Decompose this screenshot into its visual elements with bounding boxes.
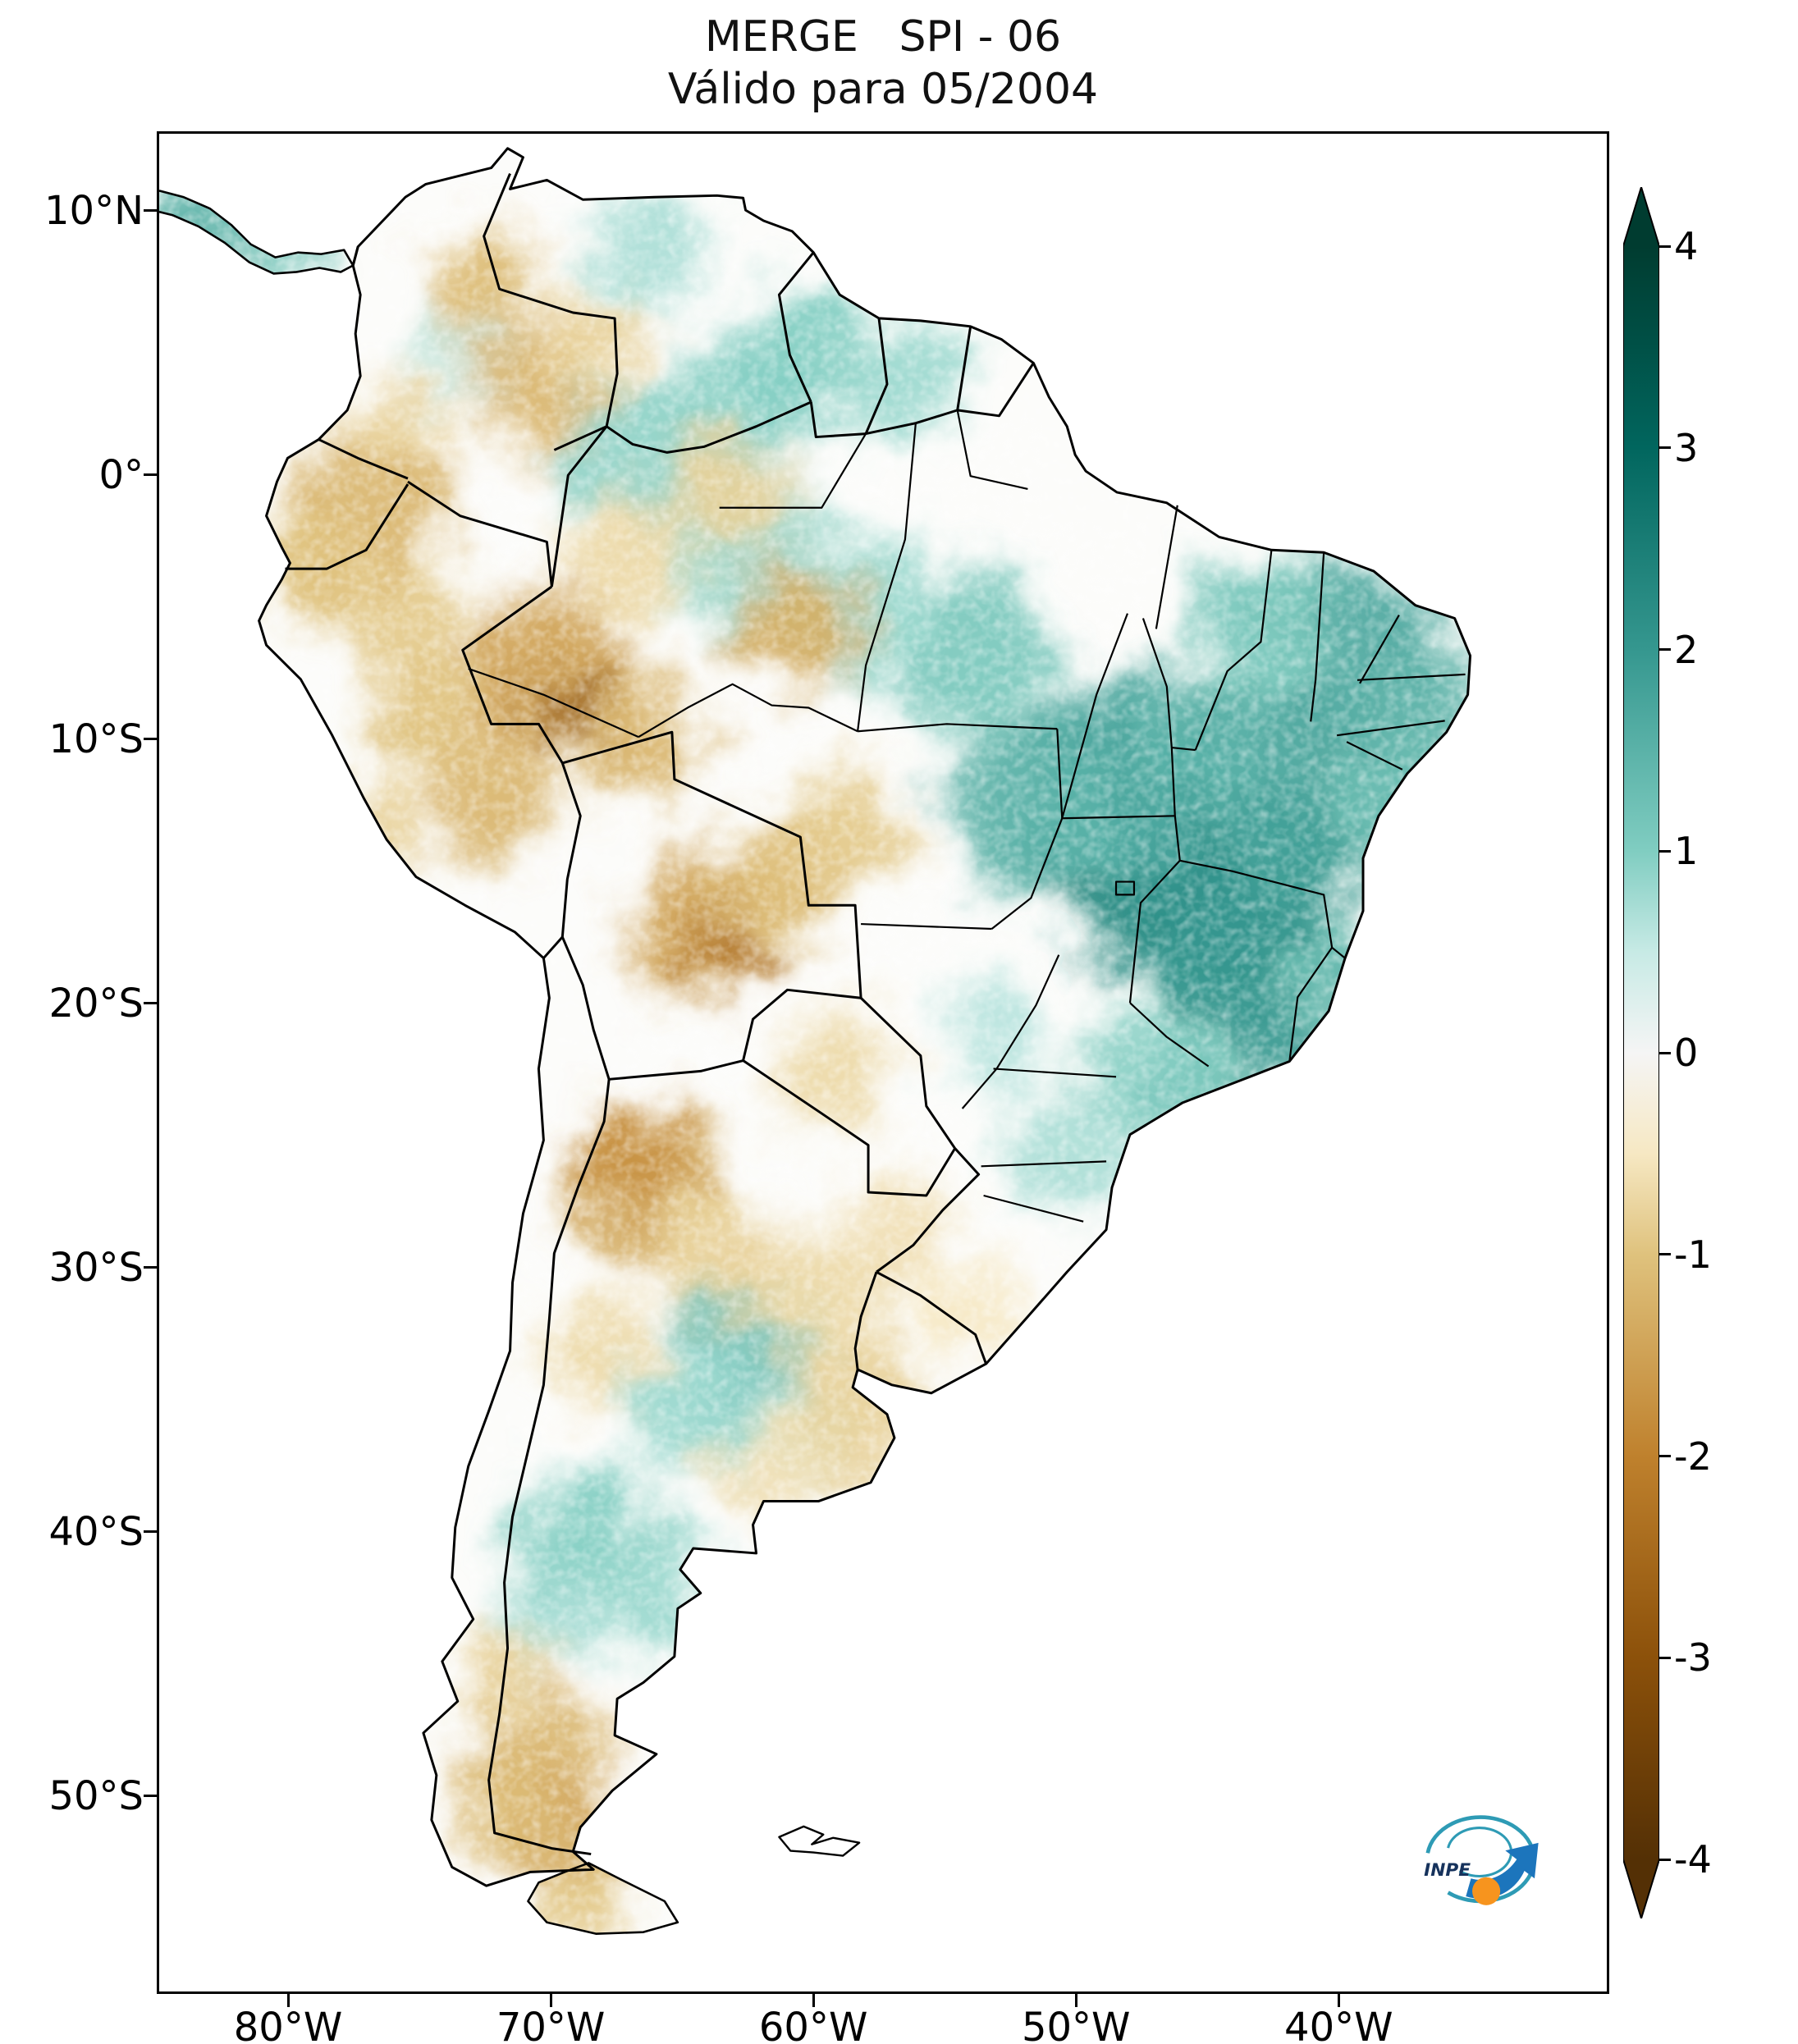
coastline-tierra-del-fuego: [527, 1862, 679, 1935]
x-axis-tick-mark: [1074, 1994, 1077, 2007]
y-axis-tick-label: 10°S: [48, 716, 144, 762]
colorbar-tick-mark: [1659, 245, 1671, 248]
x-axis-tick-mark: [812, 1994, 815, 2007]
x-axis-tick-label: 40°W: [1284, 2005, 1393, 2044]
logo-inpe-text: INPE: [1424, 1860, 1471, 1881]
figure-subtitle: Válido para 05/2004: [667, 65, 1099, 114]
inpe-logo-graphic: INPE: [1424, 1815, 1539, 1905]
colorbar-tick-label: -2: [1674, 1434, 1712, 1479]
colorbar-tick-mark: [1659, 1858, 1671, 1861]
x-axis-tick-label: 50°W: [1021, 2005, 1131, 2044]
colorbar-tick-mark: [1659, 1253, 1671, 1256]
colorbar-tick-label: -3: [1674, 1635, 1712, 1680]
south-america-map: [159, 147, 1472, 1935]
colorbar-tick-label: -1: [1674, 1232, 1712, 1277]
country-borders: [285, 172, 1035, 1856]
state-borders: [468, 409, 1466, 1223]
colorbar-tick-mark: [1659, 849, 1671, 853]
colorbar-tick-mark: [1659, 1656, 1671, 1659]
colorbar-tick-label: 2: [1674, 627, 1699, 672]
colorbar-tick-mark: [1659, 446, 1671, 450]
colorbar-tick-label: 1: [1674, 829, 1699, 874]
colorbar-tick-mark: [1659, 1455, 1671, 1457]
y-axis-tick-mark: [144, 209, 157, 213]
colorbar: [1623, 187, 1659, 1918]
y-axis-tick-mark: [144, 473, 157, 477]
y-axis-tick-mark: [144, 1002, 157, 1005]
figure-title: MERGE SPI - 06: [704, 12, 1062, 62]
colorbar-tick-label: 0: [1674, 1031, 1699, 1075]
x-axis-tick-label: 60°W: [758, 2005, 868, 2044]
x-axis-tick-mark: [549, 1994, 552, 2007]
coastline-falkland-islands: [778, 1825, 861, 1857]
colorbar-bar: [1623, 187, 1659, 1918]
logo-swirl-inner: [1447, 1827, 1513, 1878]
x-axis-tick-label: 70°W: [496, 2005, 606, 2044]
y-axis-tick-label: 10°N: [44, 187, 144, 234]
colorbar-tick-mark: [1659, 648, 1671, 651]
colorbar-tick-mark: [1659, 1051, 1671, 1054]
colorbar-tick-label: -4: [1674, 1837, 1712, 1882]
colorbar-tick-label: 3: [1674, 425, 1699, 470]
colorbar-tick-label: 4: [1674, 224, 1699, 268]
coastline-south-america: [258, 147, 1472, 1887]
y-axis-tick-mark: [144, 738, 157, 741]
coastline-central-america: [159, 190, 355, 275]
logo-orange-dot: [1472, 1877, 1501, 1905]
y-axis-tick-mark: [144, 1266, 157, 1269]
x-axis-tick-mark: [286, 1994, 290, 2007]
y-axis-tick-label: 20°S: [48, 980, 144, 1027]
speckle-texture: [159, 148, 1471, 1934]
inpe-logo: INPE: [1406, 1795, 1562, 1922]
y-axis-tick-label: 30°S: [48, 1244, 144, 1291]
y-axis-tick-mark: [144, 1530, 157, 1534]
y-axis-tick-label: 40°S: [48, 1508, 144, 1555]
land-fill-layer: [159, 148, 1471, 1934]
y-axis-tick-mark: [144, 1795, 157, 1797]
map-plot-area: INPE: [157, 131, 1609, 1994]
x-axis-tick-label: 80°W: [233, 2005, 343, 2044]
x-axis-tick-mark: [1337, 1994, 1340, 2007]
y-axis-tick-label: 0°: [98, 451, 144, 498]
y-axis-tick-label: 50°S: [48, 1772, 144, 1819]
